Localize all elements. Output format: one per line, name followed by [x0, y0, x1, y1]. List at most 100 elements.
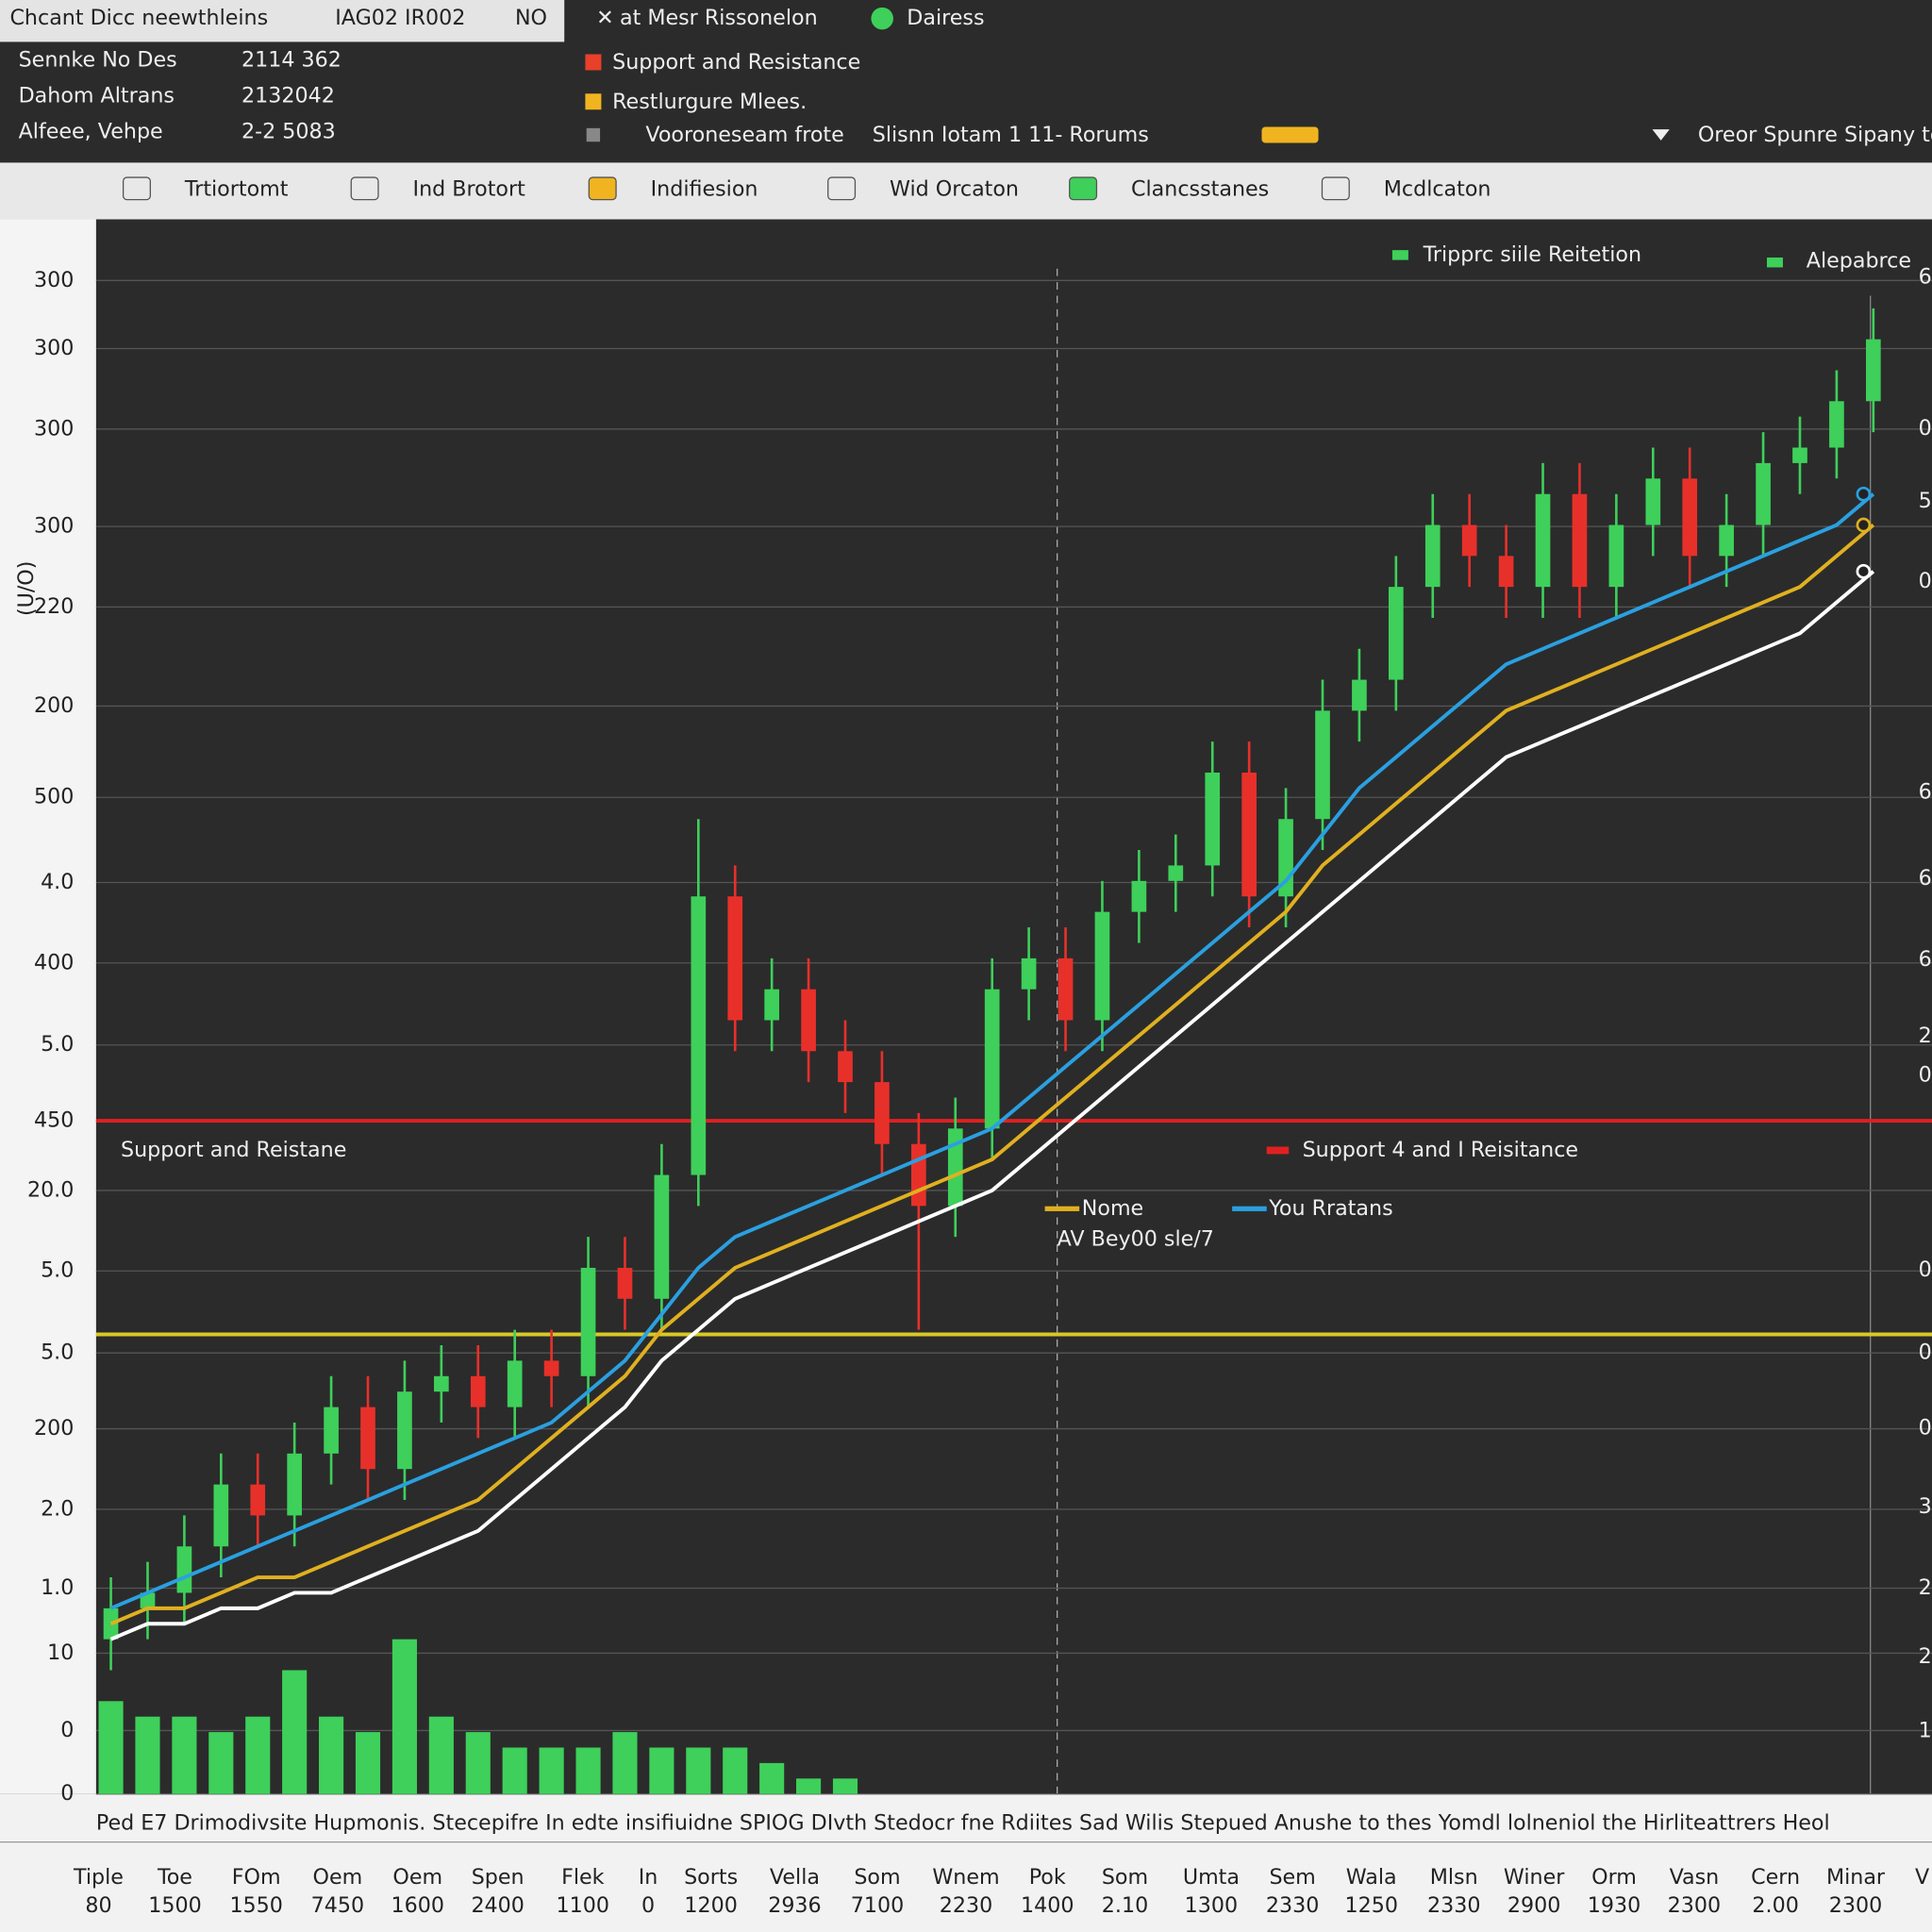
- candle-body: [140, 1592, 156, 1608]
- candle-body: [470, 1375, 486, 1407]
- candle-body: [691, 896, 707, 1175]
- tool-icon: [827, 176, 857, 201]
- candle-body: [1168, 865, 1184, 881]
- footer-number: 7100: [851, 1893, 904, 1918]
- status: at Mesr Rissonelon: [620, 6, 818, 30]
- y-tick-label: 300: [34, 336, 74, 360]
- dropdown[interactable]: Oreor Spunre Sipany to: [1698, 123, 1932, 147]
- footer-name: FOm: [232, 1865, 281, 1890]
- candle-body: [947, 1128, 963, 1207]
- tool-label[interactable]: Ind Brotort: [413, 177, 526, 202]
- right-label: 0: [1919, 1257, 1932, 1282]
- candle-body: [1424, 525, 1441, 588]
- candle-body: [911, 1143, 926, 1207]
- candle-body: [250, 1484, 266, 1516]
- candle-body: [1572, 493, 1588, 588]
- candle-body: [727, 896, 743, 1021]
- footer-name: Cern: [1751, 1865, 1800, 1890]
- ma-end: [1856, 563, 1872, 579]
- legend-label: Restlurgure Mlees.: [612, 90, 807, 114]
- series-label: Nome: [1082, 1196, 1143, 1221]
- candle-body: [1535, 493, 1551, 588]
- volume-bar: [135, 1716, 160, 1794]
- y-tick-label: 1.0: [41, 1575, 74, 1600]
- footer-name: Umta: [1183, 1865, 1240, 1890]
- candle-body: [801, 989, 816, 1052]
- tool-icon: [122, 176, 151, 201]
- right-label: 6: [1919, 264, 1932, 289]
- close-icon[interactable]: ✕: [596, 6, 614, 30]
- right-label: 0: [1919, 1415, 1932, 1440]
- footer-name: Winer: [1504, 1865, 1565, 1890]
- footer-number: 2300: [1829, 1893, 1882, 1918]
- footer-name: Vella: [770, 1865, 820, 1890]
- footer-number: 1600: [391, 1893, 444, 1918]
- footer-number: 2400: [471, 1893, 524, 1918]
- status2: Dairess: [907, 6, 984, 30]
- footer-number: 1500: [148, 1893, 201, 1918]
- sub-swatch: [586, 127, 601, 142]
- toolbar: [0, 162, 1932, 220]
- right-label: 1: [1919, 1719, 1932, 1743]
- tool-label[interactable]: Wid Orcaton: [890, 177, 1019, 202]
- footer-name: Tiple: [73, 1865, 124, 1890]
- footer-name: Toe: [157, 1865, 192, 1890]
- y-tick-label: 10: [47, 1641, 74, 1665]
- footer-number: 1300: [1185, 1893, 1238, 1918]
- right-label: 0: [1919, 569, 1932, 593]
- dropdown-arrow[interactable]: [1652, 129, 1670, 141]
- y-tick-label: 5.0: [41, 1258, 74, 1283]
- candle-body: [1829, 401, 1844, 448]
- tool-label[interactable]: Clancsstanes: [1131, 177, 1269, 202]
- info-value: 2114 362: [242, 48, 341, 73]
- code: IAG02 IR002: [335, 6, 465, 30]
- tool-label[interactable]: Indifiesion: [651, 177, 758, 202]
- footer-name: In: [639, 1865, 658, 1890]
- candle-body: [984, 989, 1000, 1129]
- candle-body: [1498, 556, 1514, 588]
- volume-bar: [98, 1701, 124, 1794]
- tool-icon: [350, 176, 379, 201]
- y-tick-label: 20.0: [27, 1177, 74, 1202]
- info-value: 2-2 5083: [242, 119, 336, 143]
- candle-body: [507, 1360, 523, 1407]
- series-swatch: [1232, 1206, 1267, 1211]
- sub-legend2: Slisnn Iotam 1 11- Rorums: [873, 123, 1149, 147]
- volume-bar: [465, 1732, 491, 1794]
- info-label: Dahom Altrans: [19, 83, 175, 108]
- info-label: Sennke No Des: [19, 48, 177, 73]
- y-tick-label: 4.0: [41, 870, 74, 894]
- footer-number: 1100: [557, 1893, 609, 1918]
- ma-end: [1856, 517, 1872, 533]
- footer-number: 7450: [311, 1893, 364, 1918]
- info-value: 2132042: [242, 83, 335, 108]
- right-label: 6: [1919, 779, 1932, 804]
- footer-name: V: [1915, 1865, 1929, 1890]
- tool-label[interactable]: Trtiortomt: [184, 177, 289, 202]
- tool-label[interactable]: Mcdlcaton: [1384, 177, 1491, 202]
- right-label: 2: [1919, 1024, 1932, 1048]
- footer-number: 2330: [1266, 1893, 1319, 1918]
- chart-legend-swatch: [1766, 257, 1783, 268]
- footer-number: 1200: [684, 1893, 737, 1918]
- footer-name: Sorts: [684, 1865, 738, 1890]
- footer-name: Sem: [1269, 1865, 1315, 1890]
- ma-line: [109, 570, 1875, 1641]
- legend-swatch: [585, 54, 602, 71]
- ma-line: [109, 492, 1875, 1610]
- right-label: 6: [1919, 947, 1932, 972]
- y-axis-panel: [0, 219, 96, 1794]
- legend-label: Support and Resistance: [612, 50, 860, 75]
- volume-bar: [428, 1716, 454, 1794]
- volume-bar: [172, 1716, 197, 1794]
- footer-number: 0: [641, 1893, 655, 1918]
- candle-body: [213, 1484, 229, 1547]
- volume-bar: [723, 1747, 748, 1794]
- footer-name: Som: [1102, 1865, 1148, 1890]
- candle-body: [1682, 478, 1698, 557]
- slider[interactable]: [1261, 126, 1319, 143]
- volume-bar: [612, 1732, 638, 1794]
- chart-legend-label: Alepabrce: [1807, 248, 1911, 273]
- candle-body: [434, 1375, 449, 1392]
